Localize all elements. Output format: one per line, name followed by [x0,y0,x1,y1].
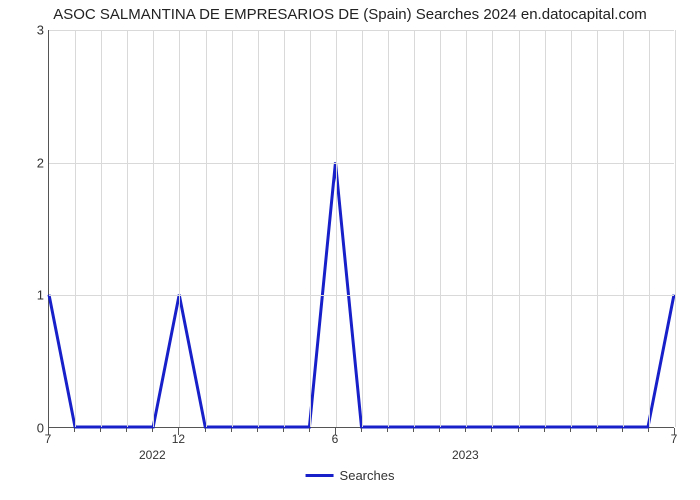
y-axis-label: 1 [14,288,44,303]
gridline-vertical [258,30,259,427]
y-axis-label: 3 [14,23,44,38]
x-tick-minor [231,428,232,432]
x-tick-minor [491,428,492,432]
x-axis-label: 7 [671,432,678,446]
x-tick-minor [544,428,545,432]
x-tick-minor [413,428,414,432]
x-axis-group-label: 2023 [452,448,479,462]
x-axis-label: 7 [45,432,52,446]
legend-label: Searches [340,468,395,483]
x-tick-minor [74,428,75,432]
x-axis-label: 12 [172,432,185,446]
gridline-vertical [519,30,520,427]
gridline-vertical [675,30,676,427]
x-tick-minor [152,428,153,432]
x-tick-minor [309,428,310,432]
gridline-vertical [623,30,624,427]
x-tick-minor [570,428,571,432]
gridline-vertical [179,30,180,427]
gridline-vertical [310,30,311,427]
chart-title: ASOC SALMANTINA DE EMPRESARIOS DE (Spain… [0,6,700,23]
x-tick-minor [361,428,362,432]
x-tick-minor [596,428,597,432]
gridline-vertical [101,30,102,427]
gridline-vertical [284,30,285,427]
gridline-vertical [75,30,76,427]
y-axis-label: 0 [14,421,44,436]
y-axis-label: 2 [14,155,44,170]
x-tick-minor [100,428,101,432]
x-tick-minor [622,428,623,432]
gridline-vertical [492,30,493,427]
gridline-vertical [153,30,154,427]
gridline-vertical [597,30,598,427]
x-tick-minor [257,428,258,432]
gridline-vertical [232,30,233,427]
gridline-vertical [414,30,415,427]
x-axis-label: 6 [332,432,339,446]
gridline-vertical [388,30,389,427]
x-tick-minor [439,428,440,432]
x-axis-group-label: 2022 [139,448,166,462]
line-chart: ASOC SALMANTINA DE EMPRESARIOS DE (Spain… [0,0,700,500]
gridline-vertical [649,30,650,427]
gridline-vertical [362,30,363,427]
gridline-vertical [466,30,467,427]
gridline-vertical [336,30,337,427]
x-tick-minor [205,428,206,432]
x-tick-minor [518,428,519,432]
x-tick-minor [465,428,466,432]
plot-area [48,30,674,428]
gridline-vertical [571,30,572,427]
x-tick-minor [387,428,388,432]
x-tick-minor [126,428,127,432]
legend: Searches [306,468,395,483]
gridline-vertical [545,30,546,427]
gridline-vertical [440,30,441,427]
gridline-vertical [127,30,128,427]
legend-swatch [306,474,334,477]
x-tick-minor [283,428,284,432]
gridline-vertical [206,30,207,427]
x-tick-minor [648,428,649,432]
